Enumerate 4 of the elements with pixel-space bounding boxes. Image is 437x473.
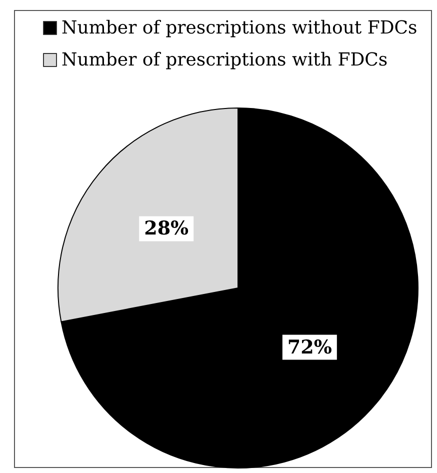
- legend-label: Number of prescriptions with FDCs: [62, 50, 388, 70]
- legend-label: Number of prescriptions without FDCs: [62, 18, 418, 38]
- data-label: 28%: [144, 218, 189, 240]
- data-label: 72%: [287, 336, 332, 358]
